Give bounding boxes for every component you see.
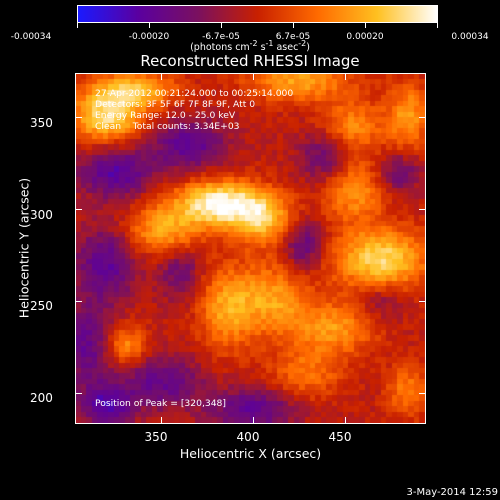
x-tick-label: 400 bbox=[236, 430, 260, 444]
axis-tick-mark bbox=[345, 73, 347, 80]
chart-title: Reconstructed RHESSI Image bbox=[140, 52, 360, 70]
y-axis-label: Heliocentric Y (arcsec) bbox=[16, 177, 32, 319]
colorbar-tick-label: 0.00020 bbox=[346, 32, 384, 42]
plot-area: 27-Apr-2012 00:21:24.000 to 00:25:14.000… bbox=[75, 73, 426, 424]
annotation-energy-range: Energy Range: 12.0 - 25.0 keV bbox=[95, 110, 236, 121]
axis-tick-mark bbox=[419, 208, 426, 210]
y-tick-label: 350 bbox=[30, 116, 53, 130]
annotation-method-counts: Clean Total counts: 3.34E+03 bbox=[95, 121, 240, 132]
colorbar-units: (photons cm-2 s-1 asec-2) bbox=[190, 39, 310, 54]
axis-tick-mark bbox=[345, 417, 347, 424]
colorbar-tick-label: -6.7e-05 bbox=[202, 32, 240, 42]
axis-tick-mark bbox=[419, 117, 426, 119]
axis-tick-mark bbox=[75, 117, 82, 119]
date-stamp: 3-May-2014 12:59 bbox=[406, 487, 498, 498]
colorbar-tick-mark bbox=[77, 23, 78, 28]
axis-tick-mark bbox=[161, 417, 163, 424]
axis-tick-mark bbox=[75, 392, 82, 394]
colorbar-tick-label: -0.00020 bbox=[128, 32, 170, 42]
axis-tick-mark bbox=[253, 417, 255, 424]
annotation-peak-position: Position of Peak = [320,348] bbox=[95, 398, 226, 409]
colorbar-tick-mark bbox=[437, 23, 438, 28]
axis-tick-mark bbox=[419, 392, 426, 394]
x-tick-label: 350 bbox=[144, 430, 168, 444]
axis-tick-mark bbox=[75, 300, 82, 302]
axis-tick-mark bbox=[75, 208, 82, 210]
colorbar bbox=[77, 5, 438, 23]
colorbar-tick-mark bbox=[293, 23, 294, 28]
axis-tick-mark bbox=[419, 300, 426, 302]
axis-tick-mark bbox=[161, 73, 163, 80]
colorbar-tick-label: 6.7e-05 bbox=[275, 32, 311, 42]
y-tick-label: 250 bbox=[30, 299, 53, 313]
x-tick-label: 450 bbox=[328, 430, 352, 444]
colorbar-tick-label: -0.00034 bbox=[10, 32, 52, 42]
heatmap-image bbox=[76, 74, 425, 423]
colorbar-tick-mark bbox=[365, 23, 366, 28]
axis-tick-mark bbox=[253, 73, 255, 80]
annotation-time-range: 27-Apr-2012 00:21:24.000 to 00:25:14.000 bbox=[95, 88, 294, 99]
x-axis-label: Heliocentric X (arcsec) bbox=[179, 446, 322, 461]
colorbar-tick-mark bbox=[149, 23, 150, 28]
annotation-detectors: Detectors: 3F 5F 6F 7F 8F 9F, Att 0 bbox=[95, 99, 256, 110]
y-tick-label: 300 bbox=[30, 208, 53, 222]
colorbar-tick-label: 0.00034 bbox=[451, 32, 489, 42]
colorbar-tick-mark bbox=[221, 23, 222, 28]
y-tick-label: 200 bbox=[30, 391, 53, 405]
